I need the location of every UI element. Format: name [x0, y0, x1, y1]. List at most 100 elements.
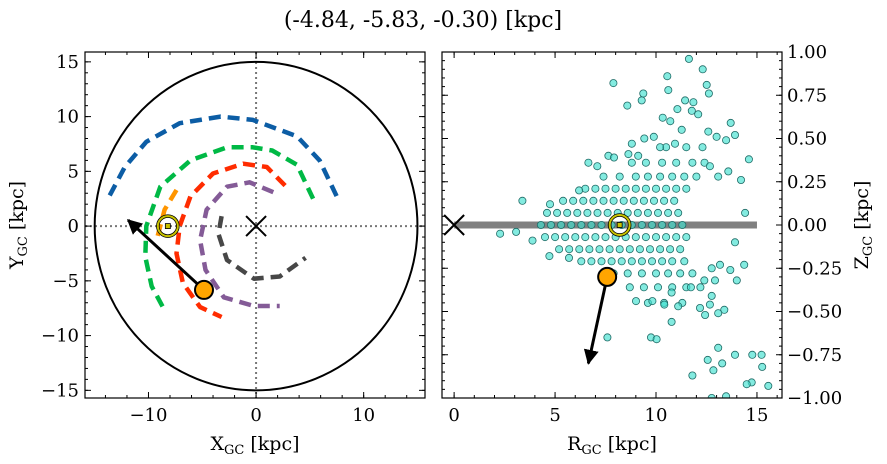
- scatter-point: [681, 96, 690, 105]
- scatter-point: [640, 134, 649, 143]
- scatter-point: [689, 98, 698, 107]
- scatter-point: [631, 172, 640, 181]
- scatter-point: [627, 158, 636, 167]
- scatter-point: [648, 297, 657, 306]
- scatter-point: [601, 184, 610, 193]
- scatter-point: [677, 125, 686, 134]
- scatter-point: [557, 220, 566, 229]
- scatter-point: [660, 196, 669, 205]
- scatter-point: [726, 118, 735, 127]
- scatter-point: [543, 208, 552, 217]
- sun-center-dot: [616, 222, 623, 228]
- scatter-point: [637, 220, 646, 229]
- scatter-point: [643, 208, 652, 217]
- scatter-point: [512, 227, 521, 236]
- scatter-point: [577, 257, 586, 266]
- scatter-point: [541, 233, 550, 242]
- sun-center-dot: [164, 223, 171, 229]
- scatter-point: [680, 172, 689, 181]
- x-axis-label: XGC [kpc]: [210, 433, 299, 458]
- scatter-point: [641, 184, 650, 193]
- scatter-point: [591, 233, 600, 242]
- spiral-arm-red: [174, 161, 287, 320]
- scatter-point: [595, 245, 604, 254]
- scatter-point: [593, 208, 602, 217]
- scatter-point: [619, 196, 628, 205]
- scatter-point: [720, 305, 729, 314]
- scatter-point: [667, 317, 676, 326]
- scatter-point: [603, 333, 612, 342]
- scatter-point: [648, 257, 657, 266]
- scatter-point: [674, 302, 683, 311]
- scatter-point: [589, 196, 598, 205]
- scatter-point: [599, 196, 608, 205]
- scatter-point: [610, 153, 619, 162]
- scatter-point: [731, 350, 740, 359]
- y-tick-label: 1.00: [787, 42, 827, 63]
- scatter-point: [567, 220, 576, 229]
- sun-marker: [608, 214, 631, 236]
- scatter-point: [603, 208, 612, 217]
- scatter-point: [682, 233, 691, 242]
- velocity-arrow: [583, 276, 609, 365]
- scatter-point: [518, 196, 527, 205]
- scatter-point: [650, 196, 659, 205]
- scatter-point: [726, 265, 735, 274]
- scatter-point: [705, 162, 714, 171]
- scatter-point: [682, 143, 691, 152]
- scatter-point: [664, 86, 673, 95]
- scatter-point: [623, 269, 632, 278]
- scatter-point: [658, 257, 667, 266]
- scatter-point: [688, 158, 697, 167]
- scatter-point: [696, 283, 705, 292]
- scatter-point: [601, 233, 610, 242]
- scatter-point: [705, 300, 714, 309]
- scatter-point: [654, 283, 663, 292]
- scatter-point: [692, 172, 701, 181]
- scatter-point: [688, 371, 697, 380]
- y-tick-label: 5: [68, 161, 79, 182]
- scatter-point: [674, 208, 683, 217]
- scatter-point: [663, 72, 672, 81]
- scatter-point: [722, 392, 731, 398]
- spiral-arm-grey: [216, 215, 307, 281]
- x-axis-label: RGC [kpc]: [567, 433, 657, 458]
- spiral-arm-green: [143, 145, 316, 310]
- scatter-point: [698, 143, 707, 152]
- scatter-point: [609, 196, 618, 205]
- axes-frame: [84, 51, 426, 399]
- galactic-center-marker: [443, 214, 465, 236]
- scatter-point: [639, 196, 648, 205]
- scatter-point: [712, 132, 721, 141]
- scatter-point: [718, 359, 727, 368]
- scatter-point: [627, 257, 636, 266]
- scatter-point: [639, 283, 648, 292]
- scatter-point: [664, 269, 673, 278]
- star-marker: [194, 279, 214, 300]
- scatter-point: [658, 113, 667, 122]
- scatter-point: [672, 233, 681, 242]
- scatter-point: [536, 220, 545, 229]
- y-tick-label: 0.75: [787, 85, 827, 106]
- scatter-point: [658, 220, 667, 229]
- scatter-point: [740, 260, 749, 269]
- scatter-point: [575, 245, 584, 254]
- scatter-point: [631, 184, 640, 193]
- y-tick-label: 0.50: [787, 129, 827, 150]
- scatter-point: [637, 96, 646, 105]
- velocity-arrow: [126, 218, 206, 292]
- scatter-point: [764, 381, 773, 390]
- scatter-point: [652, 184, 661, 193]
- scatter-point: [635, 245, 644, 254]
- scatter-point: [668, 172, 677, 181]
- scatter-point: [546, 200, 555, 209]
- y-tick-label: −0.50: [787, 302, 842, 323]
- scatter-point: [639, 89, 648, 98]
- galaxy-boundary-circle: [93, 60, 419, 392]
- galactic-center-marker: [245, 215, 267, 237]
- scatter-point: [656, 143, 665, 152]
- scatter-point: [528, 236, 537, 245]
- scatter-point: [569, 196, 578, 205]
- scatter-point: [597, 257, 606, 266]
